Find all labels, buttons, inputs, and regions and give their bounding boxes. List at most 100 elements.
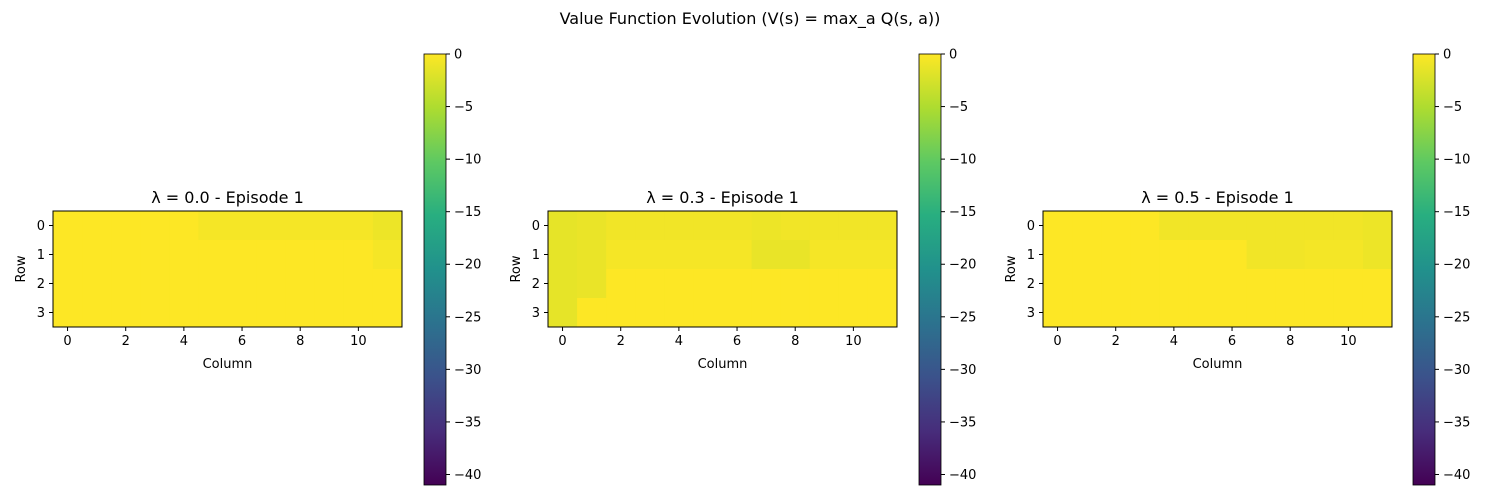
- heatmap-cell: [1072, 240, 1102, 270]
- heatmap-cell: [1072, 269, 1102, 299]
- panel-title: λ = 0.5 - Episode 1: [1141, 188, 1294, 207]
- heatmap-cell: [1333, 211, 1364, 241]
- heatmap-cell: [1043, 211, 1073, 241]
- heatmap-cell: [1275, 269, 1306, 299]
- heatmap-cell: [53, 211, 83, 241]
- y-tick-label: 2: [532, 277, 540, 292]
- heatmap-cell: [1362, 240, 1393, 270]
- heatmap-cell: [285, 240, 316, 270]
- heatmap-cell: [751, 240, 782, 270]
- colorbar-tick-label: −25: [949, 310, 976, 325]
- heatmap-cell: [1275, 211, 1306, 241]
- heatmap-cell: [82, 298, 112, 328]
- heatmap-cell: [169, 240, 199, 270]
- heatmap-cell: [1188, 269, 1218, 299]
- colorbar-tick-label: −25: [1443, 310, 1470, 325]
- heatmap-cell: [343, 298, 374, 328]
- heatmap-cell: [256, 211, 287, 241]
- colorbar-tick-label: −30: [949, 363, 976, 378]
- y-tick-label: 3: [37, 306, 45, 321]
- colorbar: [424, 54, 446, 485]
- heatmap-cell: [1072, 211, 1102, 241]
- heatmap-cell: [693, 269, 723, 299]
- heatmap-cell: [372, 298, 403, 328]
- heatmap-cell: [1333, 240, 1364, 270]
- heatmap-cell: [780, 269, 811, 299]
- x-axis-label: Column: [1193, 357, 1243, 372]
- heatmap-cell: [1188, 240, 1218, 270]
- heatmap-cell: [809, 298, 840, 328]
- heatmap-cell: [1072, 298, 1102, 328]
- heatmap-cell: [635, 269, 665, 299]
- heatmap-cell: [82, 211, 112, 241]
- heatmap-cell: [1246, 269, 1277, 299]
- colorbar-tick-label: −25: [454, 310, 481, 325]
- colorbar-tick-label: −15: [949, 205, 976, 220]
- heatmap-cell: [314, 211, 345, 241]
- x-tick-label: 4: [675, 334, 683, 349]
- heatmap-cell: [256, 240, 287, 270]
- heatmap-cell: [722, 240, 753, 270]
- heatmap-cell: [693, 240, 723, 270]
- heatmap-cell: [635, 298, 665, 328]
- colorbar-frame: [1412, 53, 1436, 486]
- y-axis-label: Row: [14, 255, 29, 282]
- heatmap-cell: [343, 211, 374, 241]
- heatmap-cell: [867, 211, 898, 241]
- heatmap-cell: [1130, 298, 1160, 328]
- heatmap-cell: [256, 269, 287, 299]
- heatmap-cell: [838, 298, 869, 328]
- x-tick-label: 10: [350, 334, 367, 349]
- x-tick-label: 4: [180, 334, 188, 349]
- heatmap-cell: [664, 211, 694, 241]
- heatmap-cell: [198, 298, 228, 328]
- heatmap-cell: [1362, 298, 1393, 328]
- colorbar-tick-label: −20: [949, 258, 976, 273]
- heatmap-cell: [1275, 298, 1306, 328]
- colorbar-tick-label: −5: [454, 100, 473, 115]
- heatmap-cell: [227, 298, 258, 328]
- heatmap-frame: [52, 210, 403, 328]
- heatmap-cell: [606, 211, 636, 241]
- heatmap-panel-3: λ = 0.5 - Episode 1 0 2 4 6 8 10 0 1 2 3 Column Row 0…: [1004, 48, 1470, 486]
- heatmap-cell: [548, 240, 578, 270]
- heatmap-cell: [1304, 298, 1335, 328]
- heatmap-cell: [1130, 211, 1160, 241]
- heatmap-cell: [635, 211, 665, 241]
- colorbar-tick-label: −35: [454, 415, 481, 430]
- heatmap-cell: [1130, 269, 1160, 299]
- heatmap-cell: [198, 211, 228, 241]
- heatmap-frame: [1042, 210, 1393, 328]
- heatmap-cell: [1362, 269, 1393, 299]
- figure-title: Value Function Evolution (V(s) = max_a Q…: [560, 9, 941, 29]
- colorbar-tick-label: 0: [949, 48, 957, 63]
- heatmap-panel-2: λ = 0.3 - Episode 1 0 2 4 6 8 10 0 1 2 3 Column Row 0…: [509, 48, 976, 486]
- x-tick-label: 0: [1053, 334, 1061, 349]
- x-axis-label: Column: [698, 357, 748, 372]
- x-tick-label: 0: [63, 334, 71, 349]
- heatmap-cell: [1333, 298, 1364, 328]
- heatmap-cell: [1159, 269, 1189, 299]
- x-tick-label: 2: [122, 334, 130, 349]
- heatmap-cell: [780, 298, 811, 328]
- heatmap-cell: [82, 240, 112, 270]
- heatmap-cell: [722, 211, 753, 241]
- heatmap-cell: [577, 269, 607, 299]
- colorbar-tick-label: −5: [1443, 100, 1462, 115]
- colorbar-tick-label: −15: [454, 205, 481, 220]
- colorbar-tick-label: −20: [1443, 258, 1470, 273]
- colorbar-tick-label: −40: [454, 468, 481, 483]
- heatmap-cell: [867, 240, 898, 270]
- heatmap-cell: [1304, 269, 1335, 299]
- x-axis-label: Column: [203, 357, 253, 372]
- x-tick-label: 10: [1340, 334, 1357, 349]
- heatmap-cell: [169, 269, 199, 299]
- heatmap-cell: [751, 269, 782, 299]
- heatmap-cell: [314, 240, 345, 270]
- heatmap-cell: [140, 211, 170, 241]
- heatmap-cell: [1101, 240, 1131, 270]
- heatmap-cell: [140, 269, 170, 299]
- heatmap-cell: [809, 211, 840, 241]
- heatmap-cell: [53, 298, 83, 328]
- heatmap-cell: [548, 269, 578, 299]
